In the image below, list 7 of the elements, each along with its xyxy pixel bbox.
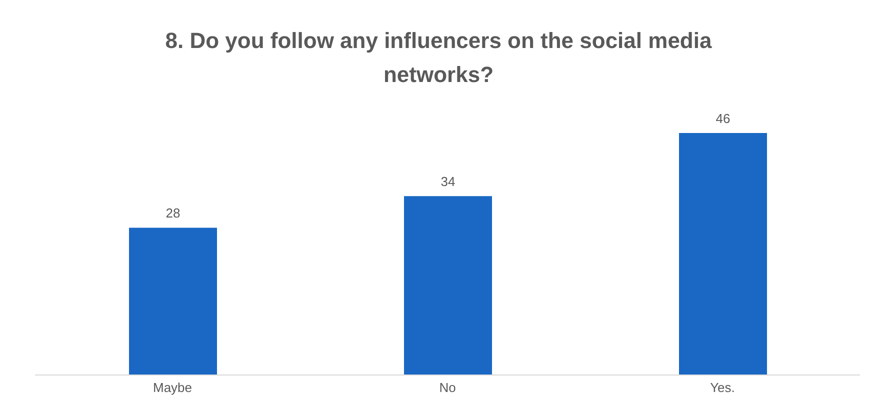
data-label: 46 xyxy=(716,111,730,126)
data-label: 34 xyxy=(440,174,456,190)
x-tick-label: Yes. xyxy=(710,380,735,396)
x-tick-label: No xyxy=(439,380,456,396)
x-tick-label: Maybe xyxy=(152,380,192,396)
data-label: 28 xyxy=(166,206,180,221)
chart-title: 8. Do you follow any influencers on the social media networks? xyxy=(164,27,713,89)
